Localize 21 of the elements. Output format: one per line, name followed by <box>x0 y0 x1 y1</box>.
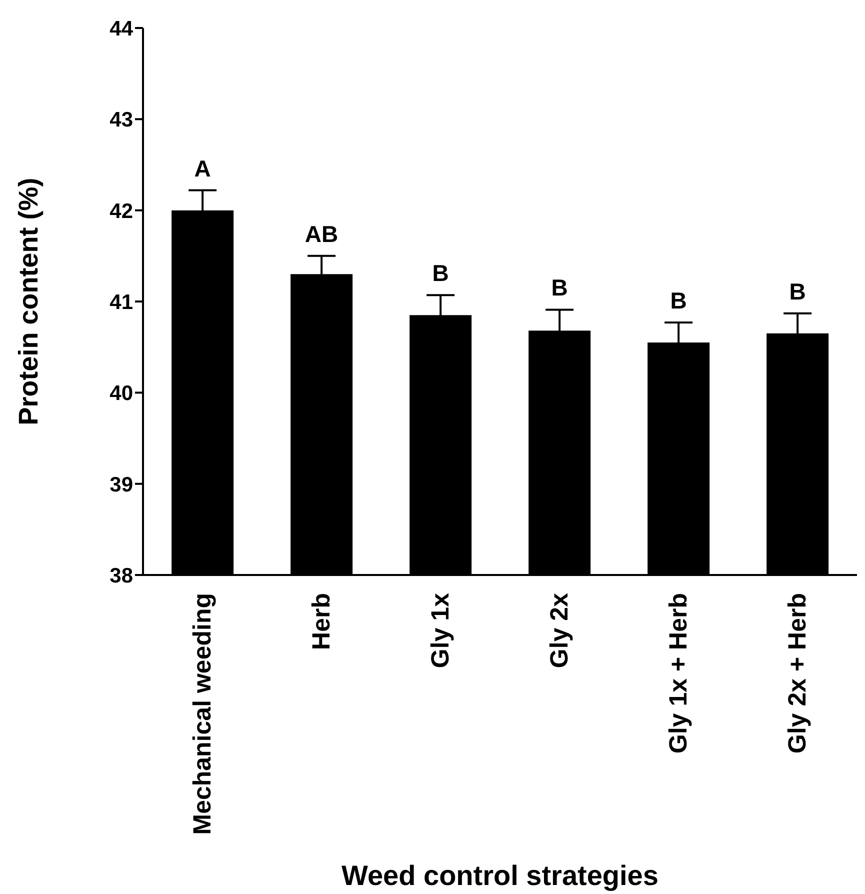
annotation: B <box>432 260 449 286</box>
y-tick-label: 41 <box>110 290 134 314</box>
y-axis-title: Protein content (%) <box>14 178 44 426</box>
annotation: B <box>789 278 806 304</box>
x-tick-label: Gly 2x + Herb <box>784 593 812 754</box>
y-tick-label: 44 <box>110 17 134 40</box>
y-tick-label: 42 <box>110 200 133 223</box>
x-axis-title: Weed control strategies <box>342 860 658 891</box>
x-tick-label: Herb <box>308 593 336 650</box>
annotation: B <box>670 287 687 314</box>
annotation: A <box>194 155 211 182</box>
annotation: AB <box>304 220 338 247</box>
annotation: B <box>551 274 568 301</box>
y-tick-label: 40 <box>110 382 133 406</box>
y-tick-label: 39 <box>110 473 133 496</box>
y-tick-label: 43 <box>110 108 133 132</box>
y-tick-label: 38 <box>110 564 134 588</box>
x-tick-label: Gly 1x + Herb <box>664 593 692 754</box>
x-tick-label: Gly 2x <box>546 592 574 668</box>
x-tick-label: Mechanical weeding <box>188 593 216 835</box>
x-tick-label: Gly 1x <box>426 592 454 668</box>
